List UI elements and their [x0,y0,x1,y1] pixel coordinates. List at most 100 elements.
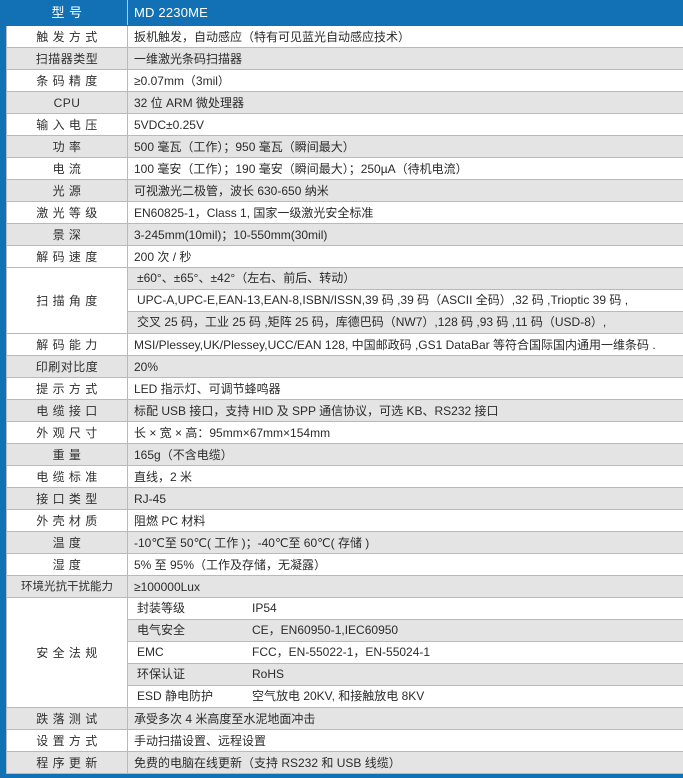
table-row: 光 源 可视激光二极管，波长 630-650 纳米 [7,180,683,202]
row-label: 输 入 电 压 [7,114,128,136]
row-value: 3-245mm(10mil)；10-550mm(30mil) [128,224,683,246]
table-row: 设 置 方 式 手动扫描设置、远程设置 [7,730,683,752]
safety-item-value: FCC，EN-55022-1，EN-55024-1 [248,642,683,664]
row-label: 电 流 [7,158,128,180]
row-label: 环境光抗干扰能力 [7,576,128,598]
table-header-row: 型 号 MD 2230ME [7,1,683,26]
row-label: 解 码 速 度 [7,246,128,268]
row-label: 激 光 等 级 [7,202,128,224]
row-label: 电 缆 接 口 [7,400,128,422]
row-label: 外 壳 材 质 [7,510,128,532]
row-label: 扫描器类型 [7,48,128,70]
table-row: 印刷对比度 20% [7,356,683,378]
row-value: 手动扫描设置、远程设置 [128,730,683,752]
safety-item: EMC FCC，EN-55022-1，EN-55024-1 [128,642,683,664]
row-label: 电 缆 标 准 [7,466,128,488]
specification-table: 型 号 MD 2230ME 触 发 方 式 扳机触发，自动感应（特有可见蓝光自动… [6,0,683,774]
table-row: 激 光 等 级 EN60825-1，Class 1, 国家一级激光安全标准 [7,202,683,224]
table-row: 条 码 精 度 ≥0.07mm（3mil） [7,70,683,92]
table-row: 外 观 尺 寸 长 × 宽 × 高：95mm×67mm×154mm [7,422,683,444]
row-label: 条 码 精 度 [7,70,128,92]
table-row: 程 序 更 新 免费的电脑在线更新（支持 RS232 和 USB 线缆） [7,752,683,774]
table-row: 跌 落 测 试 承受多次 4 米高度至水泥地面冲击 [7,708,683,730]
table-row: 景 深 3-245mm(10mil)；10-550mm(30mil) [7,224,683,246]
safety-item-name: 封装等级 [128,598,248,620]
row-label: 湿 度 [7,554,128,576]
row-value: -10℃至 50℃( 工作 )；-40℃至 60℃( 存储 ) [128,532,683,554]
row-label: 提 示 方 式 [7,378,128,400]
table-row: 功 率 500 毫瓦（工作）；950 毫瓦（瞬间最大） [7,136,683,158]
spec-table-body: 型 号 MD 2230ME 触 发 方 式 扳机触发，自动感应（特有可见蓝光自动… [7,1,683,774]
row-value: 长 × 宽 × 高：95mm×67mm×154mm [128,422,683,444]
table-row: 环境光抗干扰能力 ≥100000Lux [7,576,683,598]
row-label: 景 深 [7,224,128,246]
row-value: 标配 USB 接口，支持 HID 及 SPP 通信协议，可选 KB、RS232 … [128,400,683,422]
row-value: 500 毫瓦（工作）；950 毫瓦（瞬间最大） [128,136,683,158]
row-label: 跌 落 测 试 [7,708,128,730]
row-value: 200 次 / 秒 [128,246,683,268]
row-value: 阻燃 PC 材料 [128,510,683,532]
decode-ability-label: 解 码 能 力 [7,334,128,356]
row-label: 设 置 方 式 [7,730,128,752]
row-label: 触 发 方 式 [7,26,128,48]
safety-regulations-label: 安 全 法 规 [7,598,128,708]
row-value: 一维激光条码扫描器 [128,48,683,70]
decode-ability-row: 解 码 能 力 MSI/Plessey,UK/Plessey,UCC/EAN 1… [7,334,683,356]
row-value: 承受多次 4 米高度至水泥地面冲击 [128,708,683,730]
row-label: 重 量 [7,444,128,466]
scan-angle-line-text: ±60°、±65°、±42°（左右、前后、转动） [128,268,683,290]
safety-item: 封装等级 IP54 [128,598,683,620]
row-label: CPU [7,92,128,114]
safety-item: 环保认证 RoHS [128,664,683,686]
scan-angle-lines: ±60°、±65°、±42°（左右、前后、转动） UPC-A,UPC-E,EAN… [128,268,683,333]
row-value: ≥0.07mm（3mil） [128,70,683,92]
table-row: 解 码 速 度 200 次 / 秒 [7,246,683,268]
safety-sub-table: 封装等级 IP54 电气安全 CE，EN60950-1,IEC60950 EMC… [128,598,683,707]
decode-ability-value: MSI/Plessey,UK/Plessey,UCC/EAN 128, 中国邮政… [128,334,683,356]
safety-item-name: 电气安全 [128,620,248,642]
table-row: 温 度 -10℃至 50℃( 工作 )；-40℃至 60℃( 存储 ) [7,532,683,554]
safety-item-name: 环保认证 [128,664,248,686]
row-value: RJ-45 [128,488,683,510]
row-value: ≥100000Lux [128,576,683,598]
row-label: 印刷对比度 [7,356,128,378]
table-row: 提 示 方 式 LED 指示灯、可调节蜂鸣器 [7,378,683,400]
row-label: 接 口 类 型 [7,488,128,510]
table-row: 重 量 165g（不含电缆） [7,444,683,466]
safety-item: 电气安全 CE，EN60950-1,IEC60950 [128,620,683,642]
header-value: MD 2230ME [128,1,683,26]
table-row: 湿 度 5% 至 95%（工作及存储，无凝露） [7,554,683,576]
table-row: 电 缆 标 准 直线，2 米 [7,466,683,488]
safety-item-value: IP54 [248,598,683,620]
scan-angle-line: ±60°、±65°、±42°（左右、前后、转动） [128,268,683,290]
row-label: 功 率 [7,136,128,158]
row-value: 直线，2 米 [128,466,683,488]
table-row: 扫描器类型 一维激光条码扫描器 [7,48,683,70]
row-value: 32 位 ARM 微处理器 [128,92,683,114]
scan-angle-line-text: 交叉 25 码，工业 25 码 ,矩阵 25 码，库德巴码（NW7）,128 码… [128,312,683,334]
scan-angle-line: UPC-A,UPC-E,EAN-13,EAN-8,ISBN/ISSN,39 码 … [128,290,683,312]
safety-item-name: EMC [128,642,248,664]
scan-angle-row: 扫 描 角 度 ±60°、±65°、±42°（左右、前后、转动） UPC-A,U… [7,268,683,334]
row-label: 程 序 更 新 [7,752,128,774]
row-value: 165g（不含电缆） [128,444,683,466]
spec-sheet: 型 号 MD 2230ME 触 发 方 式 扳机触发，自动感应（特有可见蓝光自动… [0,0,683,689]
scan-angle-values: ±60°、±65°、±42°（左右、前后、转动） UPC-A,UPC-E,EAN… [128,268,683,334]
table-row: 电 缆 接 口 标配 USB 接口，支持 HID 及 SPP 通信协议，可选 K… [7,400,683,422]
header-label: 型 号 [7,1,128,26]
table-row: 外 壳 材 质 阻燃 PC 材料 [7,510,683,532]
row-value: 扳机触发，自动感应（特有可见蓝光自动感应技术） [128,26,683,48]
row-value: EN60825-1，Class 1, 国家一级激光安全标准 [128,202,683,224]
scan-angle-label: 扫 描 角 度 [7,268,128,334]
row-value: LED 指示灯、可调节蜂鸣器 [128,378,683,400]
row-label: 温 度 [7,532,128,554]
table-row: 输 入 电 压 5VDC±0.25V [7,114,683,136]
safety-regulations-row: 安 全 法 规 封装等级 IP54 [7,598,683,708]
row-value: 5VDC±0.25V [128,114,683,136]
row-value: 100 毫安（工作）；190 毫安（瞬间最大）；250µA（待机电流） [128,158,683,180]
scan-angle-line-text: UPC-A,UPC-E,EAN-13,EAN-8,ISBN/ISSN,39 码 … [128,290,683,312]
scan-angle-line: 交叉 25 码，工业 25 码 ,矩阵 25 码，库德巴码（NW7）,128 码… [128,312,683,334]
table-row: 接 口 类 型 RJ-45 [7,488,683,510]
table-row: 电 流 100 毫安（工作）；190 毫安（瞬间最大）；250µA（待机电流） [7,158,683,180]
